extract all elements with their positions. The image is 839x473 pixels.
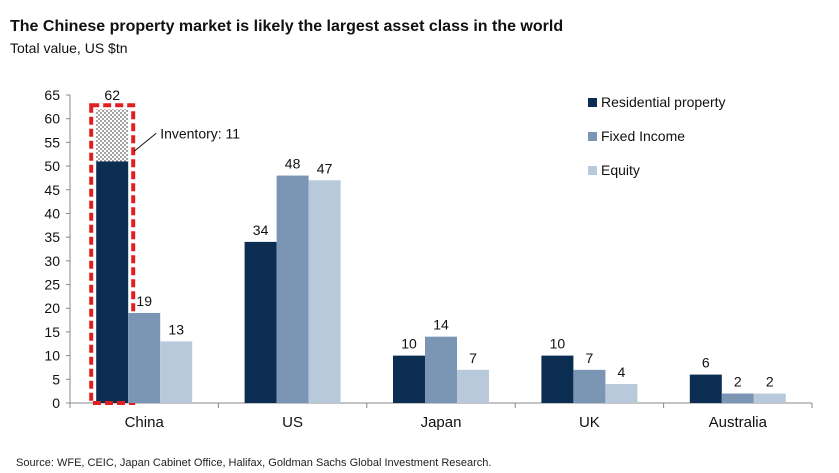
data-label: 4 [618,364,626,380]
y-tick-label: 0 [52,395,60,411]
data-label: 62 [104,87,120,103]
data-label: 7 [469,350,477,366]
legend-swatch [588,166,597,175]
y-tick-label: 25 [44,277,60,293]
bar [689,374,722,403]
bar [721,393,754,403]
bar [425,336,457,403]
y-tick-label: 15 [44,324,60,340]
bar [308,180,341,403]
data-label: 14 [433,317,449,333]
data-label: 6 [702,355,710,371]
y-tick-label: 35 [44,229,60,245]
bar [128,312,161,403]
legend-label: Equity [601,162,640,178]
highlight-box [89,103,136,405]
y-tick-label: 55 [44,134,60,150]
data-label: 47 [317,160,333,176]
annotation-text: Inventory: 11 [160,125,240,141]
data-label: 7 [586,350,594,366]
bar [753,393,786,403]
chart-subtitle: Total value, US $tn [10,40,128,56]
data-label: 19 [136,293,152,309]
bar [276,175,309,403]
data-label: 10 [550,336,566,352]
legend-swatch [588,132,597,141]
bar [96,161,129,403]
bar [160,341,193,403]
legend-label: Fixed Income [601,128,685,144]
annotation-leader [133,132,157,152]
source-note: Source: WFE, CEIC, Japan Cabinet Office,… [16,457,492,469]
chart-title: The Chinese property market is likely th… [10,18,564,35]
category-label: Australia [709,414,768,431]
bar [605,384,638,403]
bar-inventory-segment [96,109,129,162]
data-label: 2 [734,374,742,390]
y-tick-label: 65 [44,87,60,103]
bar [457,369,489,403]
y-tick-label: 40 [44,205,60,221]
bar [573,369,606,403]
legend-swatch [588,98,597,107]
category-label: China [125,414,165,431]
data-label: 13 [168,321,184,337]
data-label: 10 [401,336,417,352]
y-tick-label: 50 [44,158,60,174]
bar [393,355,425,403]
data-label: 2 [766,374,774,390]
y-tick-label: 20 [44,300,60,316]
y-tick-label: 10 [44,348,60,364]
y-tick-label: 60 [44,111,60,127]
category-label: US [282,414,303,431]
category-label: UK [579,414,600,431]
bar [244,241,277,403]
legend-label: Residential property [601,94,726,110]
category-label: Japan [421,414,462,431]
y-tick-label: 45 [44,182,60,198]
bar-chart: 0 5 10 15 20 25 30 35 40 45 50 55 60 65 Inventory: 11 6… [44,87,813,431]
data-label: 48 [285,156,301,172]
data-label: 34 [253,222,269,238]
bar [541,355,574,403]
y-tick-label: 30 [44,253,60,269]
y-tick-label: 5 [52,371,60,387]
